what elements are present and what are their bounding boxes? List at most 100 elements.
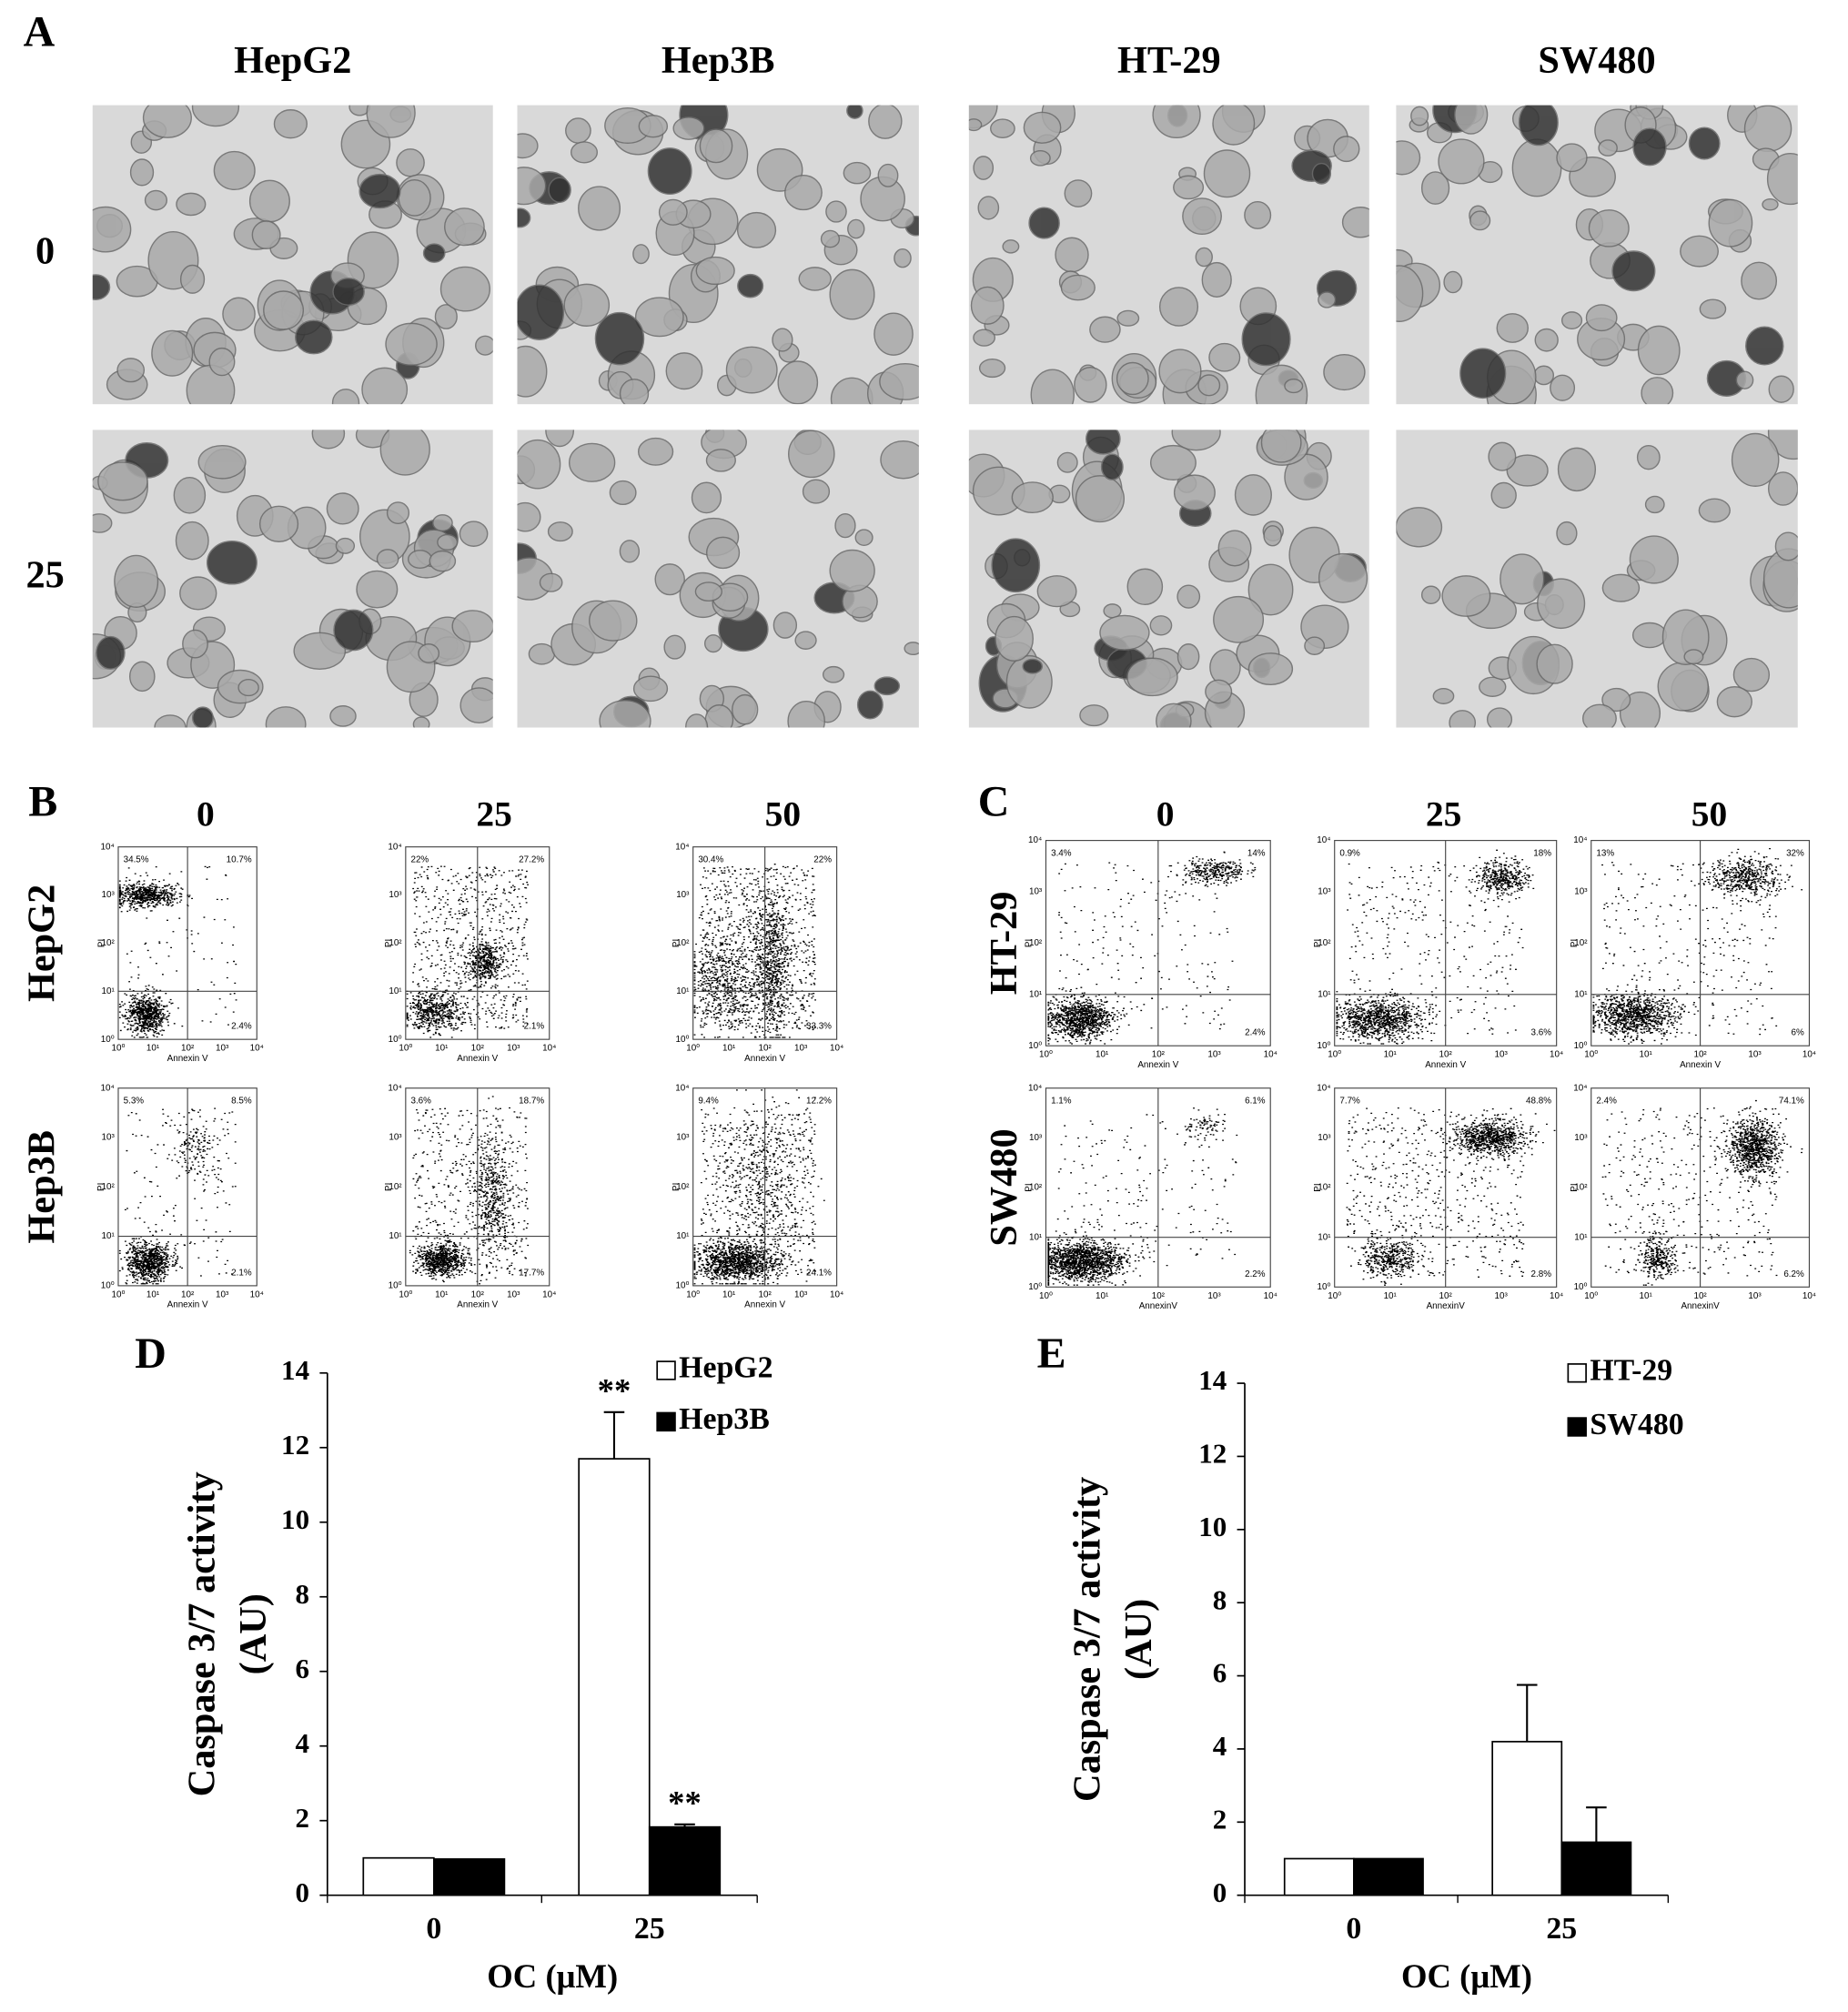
cell <box>1469 210 1491 231</box>
cell <box>191 706 214 728</box>
cell <box>1247 563 1294 616</box>
cell <box>904 642 919 656</box>
cell <box>990 118 1015 139</box>
cell <box>1244 201 1272 229</box>
y-tick-label: 10¹ <box>676 1231 690 1241</box>
cell <box>128 661 156 693</box>
cell <box>1263 525 1282 547</box>
quadrant-percent: 7.7% <box>1339 1096 1360 1106</box>
cell <box>114 554 159 608</box>
row-label: HT-29 <box>983 892 1025 996</box>
x-tick-label: 10⁰ <box>112 1289 126 1299</box>
cell <box>1060 274 1096 301</box>
cell <box>1410 106 1429 126</box>
event-dots <box>406 865 529 1038</box>
column-label: HT-29 <box>1117 39 1221 82</box>
cell <box>1741 261 1778 300</box>
y-axis-label: PI <box>1025 1183 1035 1191</box>
cell <box>571 141 599 164</box>
panel-label: C <box>978 778 1010 826</box>
x-tick-label: 10³ <box>1748 1291 1762 1301</box>
y-tick-label: 10⁴ <box>388 842 401 852</box>
x-axis-label: Annexin V <box>1425 1060 1466 1070</box>
x-tick-label: 10⁰ <box>399 1289 412 1299</box>
y-tick-label: 10³ <box>1318 887 1331 897</box>
cell <box>894 248 912 268</box>
x-tick-label: 10⁴ <box>830 1289 843 1299</box>
y-tick-label: 10² <box>101 938 115 948</box>
cell <box>685 713 709 728</box>
cell <box>1029 149 1051 167</box>
y-tick-label: 10² <box>676 1182 690 1192</box>
cell <box>1023 111 1062 144</box>
cell <box>970 286 1005 325</box>
cell <box>273 109 308 139</box>
legend-label: SW480 <box>1590 1408 1683 1441</box>
event-dots <box>1346 1107 1556 1286</box>
cell <box>311 430 346 450</box>
cell <box>1557 447 1597 492</box>
y-tick-label: 10¹ <box>1574 989 1588 999</box>
legend-label: HepG2 <box>679 1351 773 1385</box>
x-tick-label: 10⁰ <box>1039 1050 1053 1060</box>
x-tick-label: 10² <box>471 1044 485 1054</box>
y-tick-label: 10¹ <box>676 986 690 996</box>
quadrant-percent: 33.3% <box>806 1022 832 1032</box>
cell <box>1011 481 1054 514</box>
cell <box>1150 444 1197 480</box>
cell <box>1716 686 1752 718</box>
y-tick-label: 0 <box>296 1876 310 1908</box>
x-tick-label: 0 <box>426 1912 441 1946</box>
x-axis-label: Annexin V <box>744 1054 785 1064</box>
cell <box>1158 349 1202 394</box>
cell <box>385 322 438 366</box>
cell <box>97 461 148 501</box>
x-tick-label: 10⁴ <box>1264 1291 1277 1301</box>
panel-label: B <box>28 778 57 826</box>
cell <box>599 700 651 728</box>
cell <box>432 514 453 532</box>
cell <box>1632 127 1667 167</box>
x-tick-label: 10¹ <box>435 1044 449 1054</box>
x-tick-label: 10¹ <box>435 1289 449 1299</box>
cell <box>737 273 764 298</box>
cell <box>1028 207 1060 239</box>
cell <box>1438 138 1485 185</box>
cell <box>1396 507 1443 548</box>
y-axis-label: (AU) <box>232 1593 275 1674</box>
cell <box>1234 474 1272 516</box>
quadrant-percent: 12.2% <box>806 1096 832 1106</box>
y-tick-label: 10¹ <box>389 1231 402 1241</box>
cell <box>877 163 899 187</box>
x-tick-label: 10³ <box>1207 1291 1221 1301</box>
cell <box>619 540 641 563</box>
cell <box>1637 325 1681 376</box>
quadrant-percent: 2.4% <box>231 1022 252 1032</box>
cell <box>1611 250 1656 292</box>
y-tick-label: 10⁴ <box>1573 835 1587 845</box>
cell <box>1149 615 1173 636</box>
quadrant-percent: 32% <box>1786 848 1804 858</box>
cell <box>1767 430 1798 460</box>
panel-label: D <box>135 1330 167 1378</box>
cell <box>444 207 485 247</box>
cell <box>1075 475 1125 523</box>
cell <box>1396 140 1421 176</box>
cell <box>1735 370 1754 389</box>
y-axis-label: PI <box>1313 1183 1323 1191</box>
cell <box>1208 342 1241 372</box>
bar <box>433 1858 506 1896</box>
y-tick-label: 10² <box>1318 938 1331 948</box>
cell <box>517 133 539 159</box>
x-tick-label: 10¹ <box>146 1044 160 1054</box>
cell <box>1534 328 1559 352</box>
cell <box>329 705 357 727</box>
x-tick-label: 25 <box>634 1912 665 1946</box>
quadrant-percent: 13% <box>1596 848 1614 858</box>
x-axis-label: AnnexinV <box>1681 1301 1720 1311</box>
